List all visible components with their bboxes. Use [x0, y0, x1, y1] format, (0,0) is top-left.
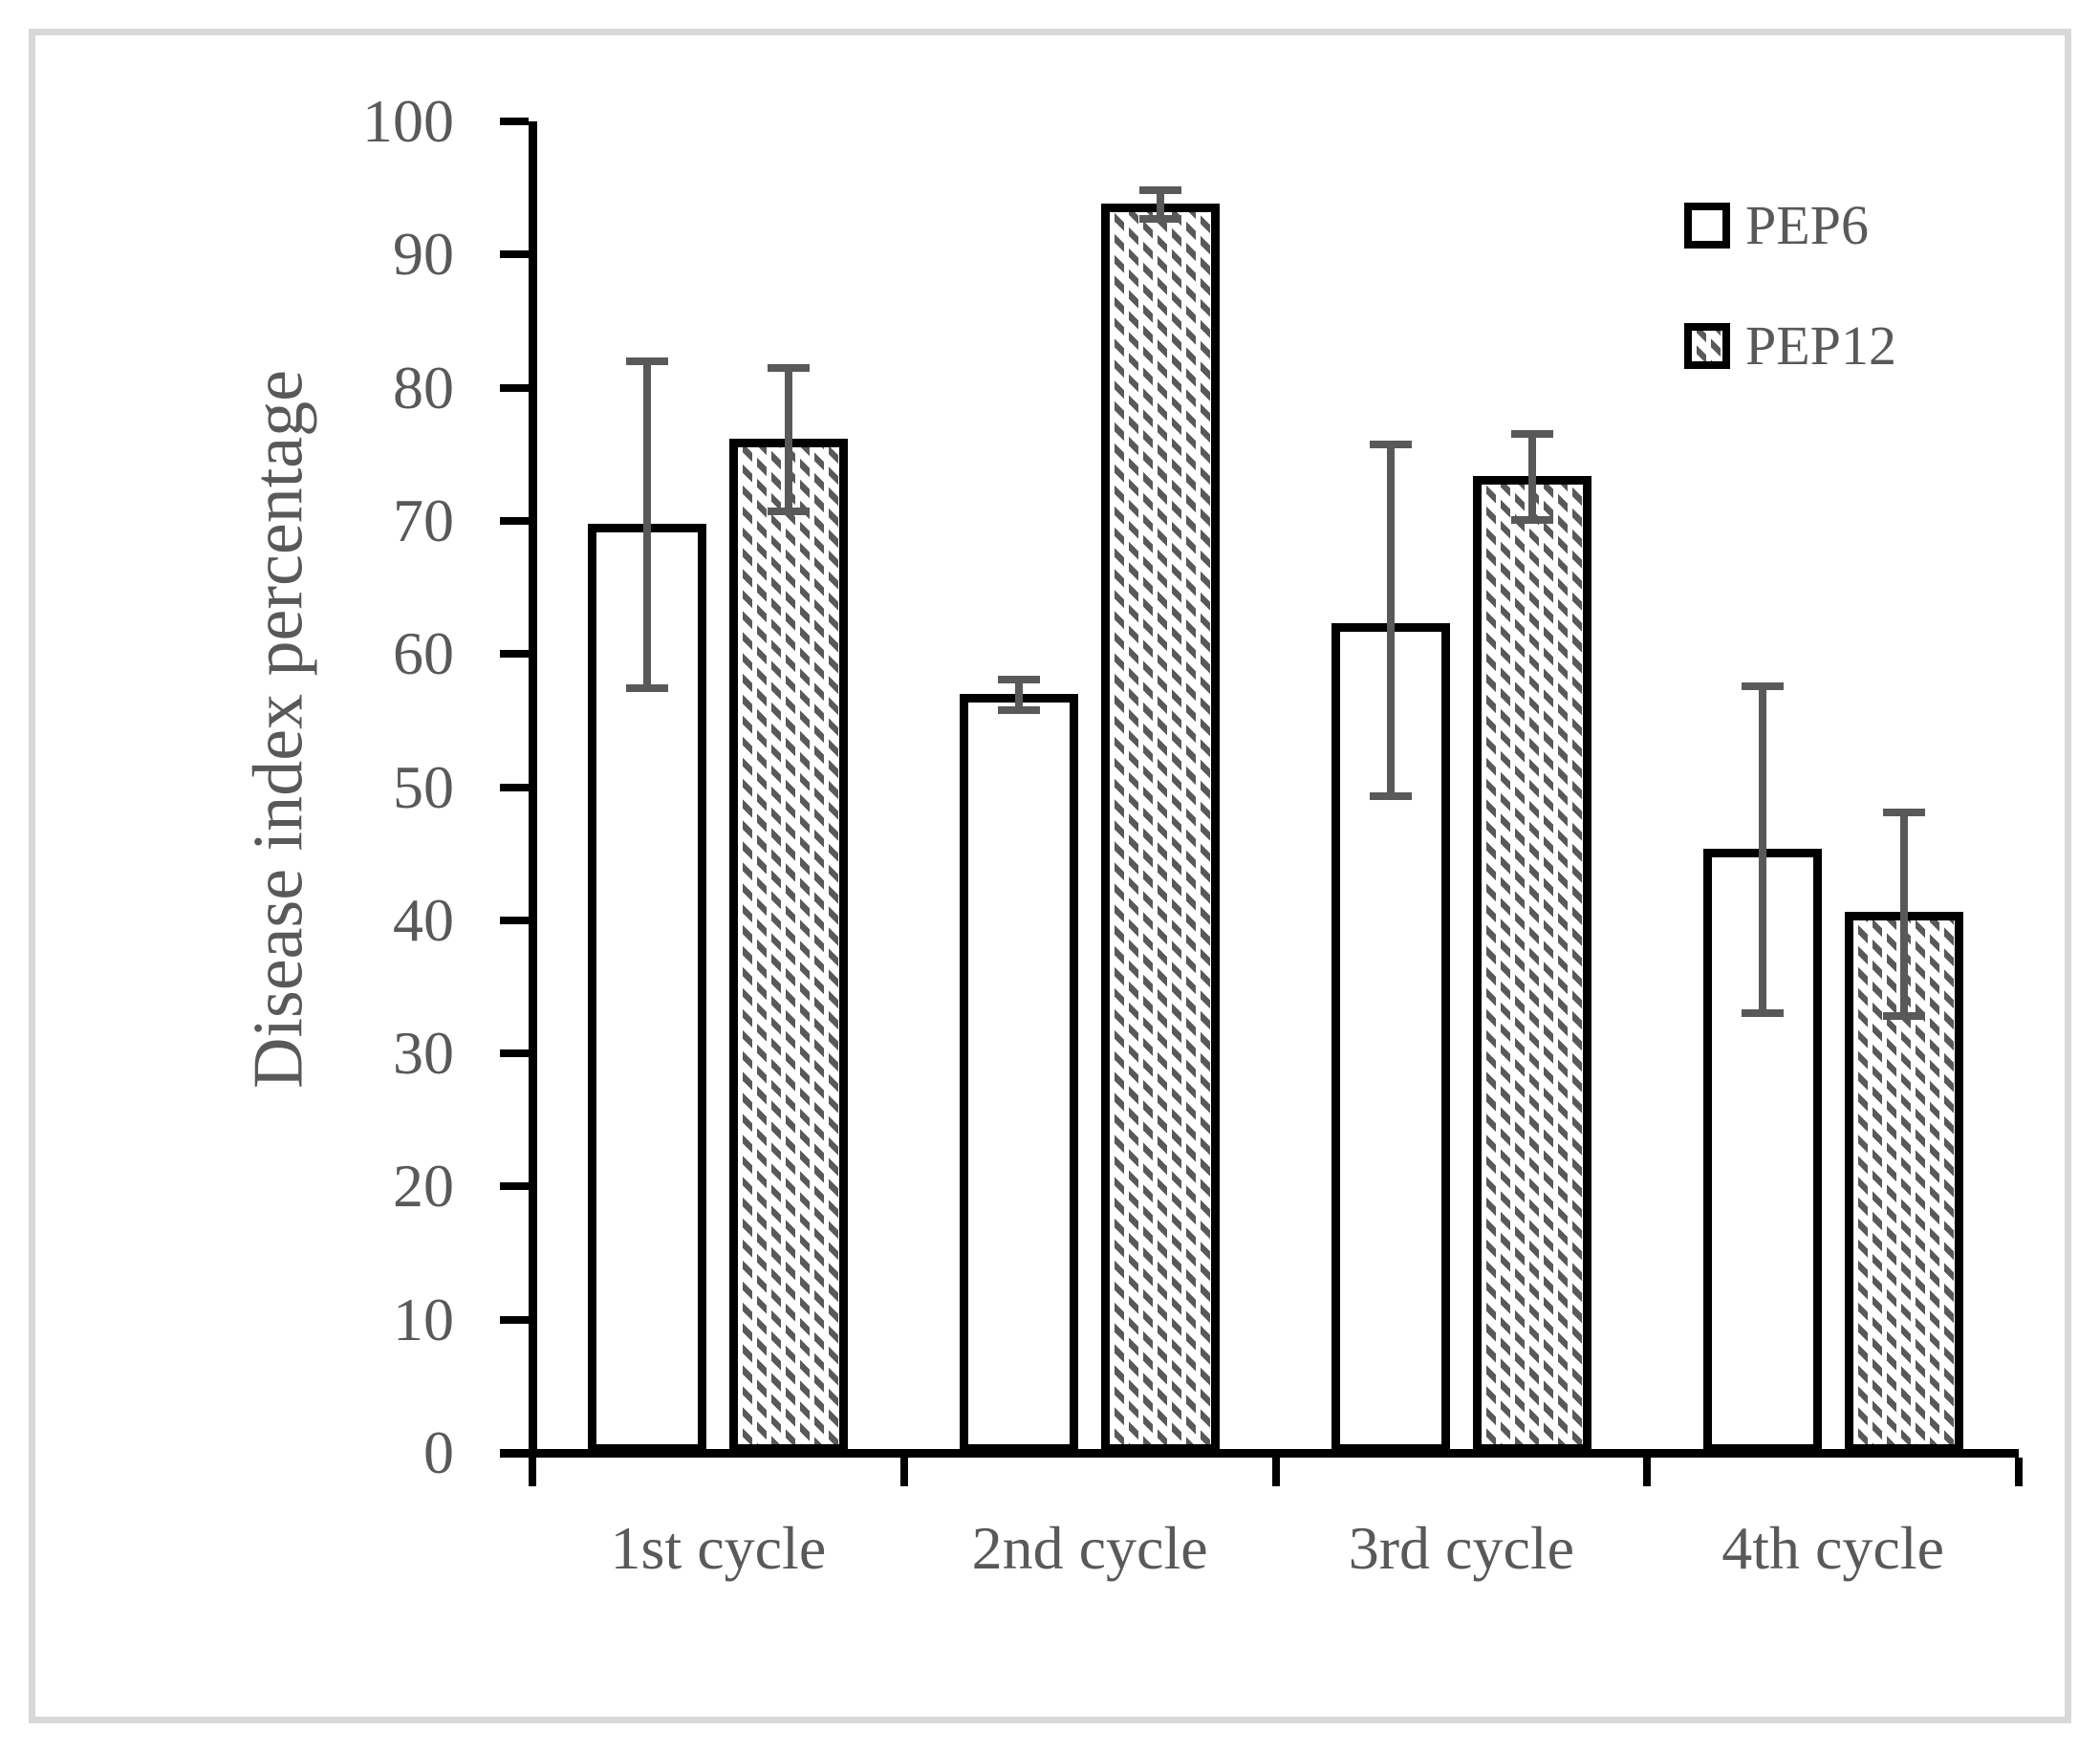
- legend-swatch-pep6: [1684, 203, 1730, 249]
- bar-pep6-4th-cycle: [1702, 848, 1822, 1453]
- bar-pep6-2nd-cycle: [960, 693, 1079, 1453]
- y-axis-tick: [499, 650, 529, 659]
- error-bar-line-pep6-3rd-cycle: [1386, 444, 1395, 797]
- error-bar-cap-bottom-pep12-2nd-cycle: [1139, 214, 1182, 223]
- y-axis-tick: [499, 783, 529, 791]
- y-axis-tick-label: 100: [362, 87, 454, 155]
- y-axis-line: [528, 121, 537, 1453]
- y-axis-tick-label: 30: [393, 1019, 454, 1088]
- y-axis-tick-label: 80: [393, 353, 454, 422]
- x-axis-category-label: 2nd cycle: [971, 1514, 1208, 1582]
- y-axis-tick-label: 60: [393, 619, 454, 688]
- error-bar-cap-bottom-pep6-1st-cycle: [626, 684, 669, 693]
- y-axis-tick-label: 50: [393, 752, 454, 821]
- y-axis-tick: [499, 383, 529, 392]
- legend-label-pep12: PEP12: [1745, 314, 1896, 377]
- error-bar-cap-top-pep6-3rd-cycle: [1369, 441, 1412, 449]
- bar-pep12-3rd-cycle: [1472, 475, 1591, 1453]
- x-axis-category-label: 4th cycle: [1721, 1514, 1945, 1582]
- y-axis-tick: [499, 118, 529, 125]
- y-axis-tick: [499, 1182, 529, 1191]
- y-axis-tick-label: 90: [393, 220, 454, 289]
- x-axis-line: [499, 1448, 2019, 1458]
- x-axis-tick: [1271, 1457, 1280, 1486]
- bar-pep12-1st-cycle: [729, 438, 849, 1453]
- error-bar-line-pep6-2nd-cycle: [1015, 679, 1024, 710]
- y-axis-tick: [499, 516, 529, 525]
- error-bar-cap-top-pep12-4th-cycle: [1882, 808, 1925, 816]
- error-bar-line-pep6-4th-cycle: [1758, 685, 1766, 1014]
- error-bar-cap-top-pep6-4th-cycle: [1741, 681, 1784, 690]
- y-axis-tick-label: 0: [423, 1418, 454, 1486]
- legend: PEP6 PEP12: [1684, 194, 1896, 443]
- error-bar-line-pep12-4th-cycle: [1899, 811, 1908, 1017]
- x-axis-category-label: 3rd cycle: [1348, 1514, 1575, 1582]
- error-bar-cap-top-pep12-1st-cycle: [768, 363, 811, 372]
- x-axis-category-label: 1st cycle: [610, 1514, 827, 1582]
- y-axis-tick-label: 70: [393, 486, 454, 554]
- chart-border-frame: [29, 29, 2071, 1723]
- error-bar-cap-top-pep6-2nd-cycle: [998, 675, 1041, 683]
- error-bar-cap-top-pep12-2nd-cycle: [1139, 186, 1182, 195]
- legend-item-pep12: PEP12: [1684, 314, 1896, 377]
- error-bar-line-pep12-1st-cycle: [785, 367, 793, 512]
- y-axis-tick-label: 10: [393, 1285, 454, 1353]
- legend-label-pep6: PEP6: [1745, 194, 1869, 256]
- error-bar-cap-top-pep6-1st-cycle: [626, 357, 669, 365]
- y-axis-tick: [499, 1315, 529, 1324]
- error-bar-cap-bottom-pep6-2nd-cycle: [998, 705, 1041, 714]
- x-axis-tick: [1643, 1457, 1652, 1486]
- legend-item-pep6: PEP6: [1684, 194, 1896, 256]
- error-bar-line-pep12-2nd-cycle: [1157, 190, 1165, 219]
- legend-swatch-pep12: [1684, 323, 1730, 369]
- error-bar-cap-bottom-pep12-3rd-cycle: [1510, 515, 1553, 524]
- bar-pep12-2nd-cycle: [1101, 204, 1221, 1453]
- y-axis-tick: [499, 250, 529, 259]
- error-bar-cap-top-pep12-3rd-cycle: [1510, 430, 1553, 439]
- y-axis-tick-label: 20: [393, 1152, 454, 1221]
- error-bar-cap-bottom-pep12-1st-cycle: [768, 508, 811, 516]
- bar-pep6-3rd-cycle: [1331, 623, 1450, 1453]
- y-axis-tick: [499, 916, 529, 924]
- x-axis-tick: [529, 1457, 536, 1486]
- x-axis-tick: [2015, 1457, 2023, 1486]
- error-bar-cap-bottom-pep12-4th-cycle: [1882, 1012, 1925, 1021]
- error-bar-line-pep6-1st-cycle: [643, 360, 652, 689]
- error-bar-cap-bottom-pep6-3rd-cycle: [1369, 792, 1412, 801]
- x-axis-tick: [899, 1457, 908, 1486]
- y-axis-tick-label: 40: [393, 885, 454, 954]
- y-axis-title: Disease index percentage: [239, 370, 318, 1089]
- y-axis-tick: [499, 1049, 529, 1058]
- error-bar-cap-bottom-pep6-4th-cycle: [1741, 1009, 1784, 1018]
- error-bar-line-pep12-3rd-cycle: [1527, 434, 1536, 520]
